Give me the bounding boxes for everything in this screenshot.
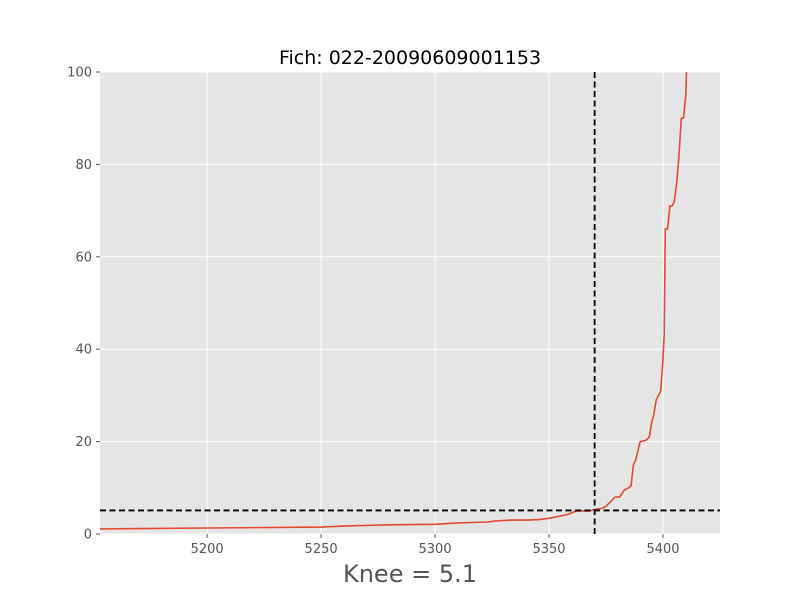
data-series [99, 71, 688, 530]
reference-lines [100, 72, 720, 534]
y-tick-label: 40 [75, 343, 92, 358]
y-tick-label: 80 [75, 158, 92, 173]
x-tick-label: 5300 [419, 542, 452, 557]
grid-lines [100, 71, 720, 535]
y-tick-label: 0 [84, 528, 92, 543]
x-tick-label: 5400 [646, 542, 679, 557]
chart-title: Fich: 022-20090609001153 [279, 47, 541, 69]
x-tick-label: 5350 [532, 542, 565, 557]
plot-area [100, 72, 720, 534]
series-line [99, 71, 688, 530]
y-tick-label: 100 [67, 66, 92, 81]
y-tick-label: 20 [75, 435, 92, 450]
y-tick-label: 60 [75, 250, 92, 265]
x-tick-label: 5200 [191, 542, 224, 557]
x-axis-label: Knee = 5.1 [343, 560, 477, 588]
x-axis-ticks: 5200 5250 5300 5350 5400 [191, 534, 680, 557]
y-axis-ticks: 0 20 40 60 80 100 [67, 66, 100, 543]
x-tick-label: 5250 [305, 542, 338, 557]
